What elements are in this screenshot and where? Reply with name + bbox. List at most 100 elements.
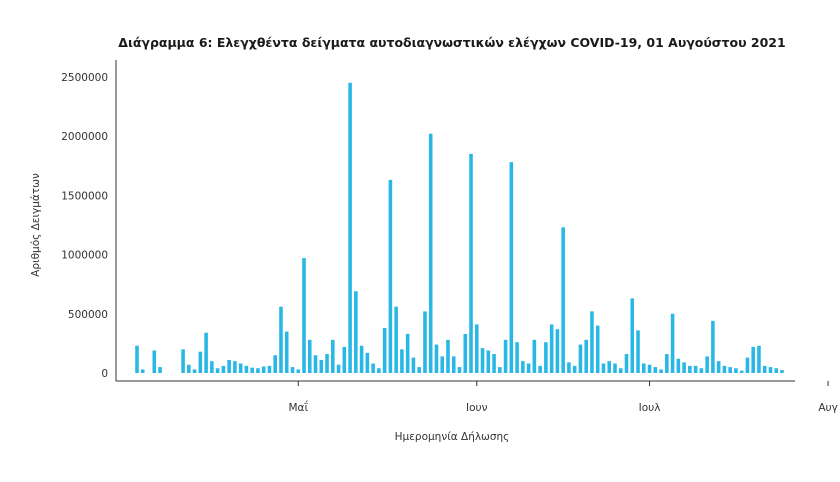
bar: [665, 354, 669, 373]
bar: [567, 362, 571, 373]
bar: [601, 363, 606, 373]
bar: [417, 367, 421, 373]
bar: [382, 327, 387, 373]
bar: [204, 332, 208, 373]
bar: [595, 325, 600, 373]
bar: [578, 344, 583, 373]
bar: [711, 320, 715, 373]
bar: [348, 82, 352, 374]
bar: [411, 357, 416, 373]
bar: [463, 333, 468, 373]
bar: [659, 369, 663, 373]
y-tick-label: 0: [101, 368, 108, 380]
bar: [699, 368, 704, 373]
bar: [526, 363, 531, 373]
y-tick-label: 1000000: [61, 250, 108, 262]
bar: [331, 339, 335, 373]
bar: [446, 339, 450, 373]
bar: [307, 339, 312, 373]
bar: [642, 363, 646, 373]
bar: [768, 367, 773, 373]
bar: [313, 355, 318, 373]
bar: [728, 367, 732, 373]
x-tick-label: Μαΐ: [288, 400, 308, 414]
bar: [336, 364, 341, 373]
bar: [279, 306, 283, 373]
bar: [359, 345, 364, 373]
bar: [544, 342, 548, 373]
y-tick-label: 2000000: [61, 131, 108, 143]
bar: [630, 298, 635, 373]
bar: [532, 339, 537, 373]
bar: [267, 365, 272, 373]
bar: [440, 356, 445, 373]
bar: [555, 329, 560, 373]
x-axis-ticks: Μαΐ Ιουν Ιουλ Αυγ: [288, 381, 838, 414]
bar: [647, 364, 652, 373]
bar: [319, 359, 324, 373]
bar: [233, 361, 237, 373]
bars: [135, 82, 784, 374]
bar: [284, 331, 289, 373]
bar: [492, 354, 496, 373]
bar: [400, 349, 404, 373]
bar: [693, 365, 698, 373]
bar: [244, 365, 249, 373]
bar: [325, 354, 329, 373]
bar: [774, 368, 779, 373]
bar: [434, 344, 439, 373]
bar: [618, 368, 623, 373]
bar: [688, 365, 692, 373]
bar: [676, 358, 681, 373]
y-tick-label: 2500000: [61, 72, 108, 84]
bar: [549, 324, 554, 373]
bar: [670, 313, 675, 373]
bar: [757, 345, 761, 373]
bar: [187, 364, 191, 373]
bar: [751, 346, 755, 373]
bar: [394, 306, 398, 373]
bar: [405, 333, 410, 373]
bar: [722, 365, 727, 373]
bar: [296, 369, 301, 373]
chart-title: Διάγραμμα 6: Ελεγχθέντα δείγματα αυτοδια…: [118, 35, 785, 50]
bar: [377, 368, 381, 373]
bar: [745, 357, 750, 373]
y-tick-label: 500000: [68, 309, 108, 321]
x-tick-label: Ιουν: [466, 402, 488, 414]
bar: [227, 359, 231, 373]
x-axis-label: Ημερομηνία Δήλωσης: [395, 431, 510, 443]
bar: [273, 355, 277, 373]
bar: [780, 370, 784, 373]
x-tick-label: Ιουλ: [639, 402, 661, 414]
bar: [423, 311, 427, 373]
bar: [428, 133, 433, 373]
bar: [521, 361, 525, 373]
bar: [480, 348, 485, 373]
bar: [503, 339, 508, 373]
bar: [221, 365, 226, 373]
y-tick-label: 1500000: [61, 190, 108, 202]
bar: [451, 356, 456, 373]
bar: [716, 361, 721, 373]
bar: [371, 363, 375, 373]
bar: [498, 367, 502, 373]
bar: [365, 352, 370, 373]
bar: [198, 351, 203, 373]
bar: [734, 368, 738, 373]
bar: [705, 356, 709, 373]
bar: [210, 361, 214, 373]
bar: [140, 369, 145, 373]
bar: [290, 367, 295, 373]
bar: [538, 365, 542, 373]
y-axis-label: Αριθμός Δειγμάτων: [30, 173, 42, 277]
bar: [457, 367, 462, 373]
bar: [584, 339, 588, 373]
x-tick-label: Αυγ: [818, 402, 837, 414]
bar: [515, 342, 519, 373]
bar: [636, 330, 640, 373]
bar: [192, 369, 197, 373]
bar: [613, 363, 617, 373]
bar: [256, 368, 260, 373]
